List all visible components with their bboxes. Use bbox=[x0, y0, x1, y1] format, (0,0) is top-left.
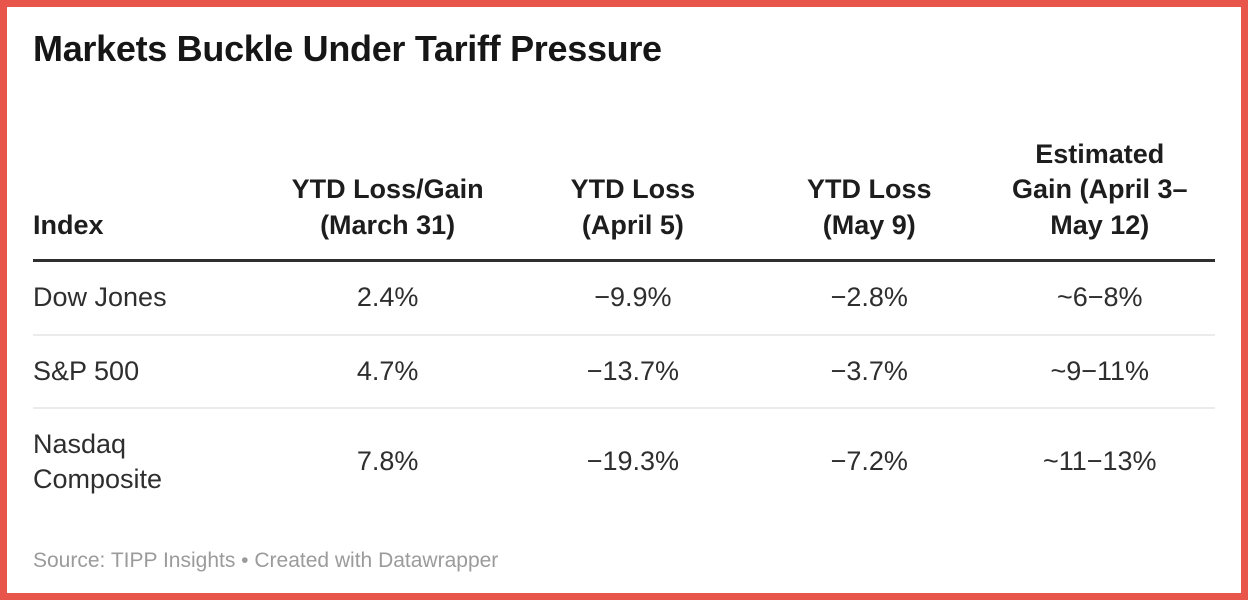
cell-ytd-march-31: 4.7% bbox=[263, 334, 512, 409]
table-row-dow-jones: Dow Jones 2.4% −9.9% −2.8% ~6−8% bbox=[33, 260, 1215, 336]
cell-estimated-gain: ~6−8% bbox=[984, 260, 1215, 336]
cell-ytd-may-9: −7.2% bbox=[830, 446, 908, 477]
cell-estimated-gain: ~11−13% bbox=[1042, 446, 1157, 477]
table-row-sp-500: S&P 500 4.7% −13.7% −3.7% ~9−11% bbox=[33, 334, 1215, 409]
cell-ytd-april-5: −19.3% bbox=[586, 446, 680, 477]
chart-inner: Markets Buckle Under Tariff Pressure Ind… bbox=[7, 7, 1241, 593]
data-table: Index YTD Loss/Gain (March 31) YTD Loss … bbox=[33, 136, 1215, 515]
column-header-ytd-march-31: YTD Loss/Gain (March 31) bbox=[263, 136, 512, 263]
header-row: Index YTD Loss/Gain (March 31) YTD Loss … bbox=[33, 136, 1215, 263]
chart-title: Markets Buckle Under Tariff Pressure bbox=[33, 28, 662, 69]
cell-ytd-april-5: −9.9% bbox=[511, 260, 754, 336]
cell-ytd-may-9: −3.7% bbox=[754, 334, 985, 409]
column-header-ytd-may-9: YTD Loss (May 9) bbox=[754, 136, 985, 263]
cell-ytd-may-9: −2.8% bbox=[754, 260, 985, 336]
column-header-index: Index bbox=[33, 136, 264, 263]
column-header-ytd-april-5: YTD Loss (April 5) bbox=[511, 136, 754, 263]
cell-index-name: Dow Jones bbox=[33, 260, 264, 336]
cell-ytd-march-31: 2.4% bbox=[263, 260, 512, 336]
cell-index-name: Nasdaq Composite bbox=[33, 428, 163, 494]
cell-ytd-april-5: −13.7% bbox=[511, 334, 754, 409]
cell-ytd-march-31: 7.8% bbox=[356, 446, 419, 477]
source-line: Source: TIPP Insights • Created with Dat… bbox=[33, 548, 499, 572]
column-header-estimated-gain: Estimated Gain (April 3– May 12) bbox=[984, 136, 1215, 263]
cell-index-name: S&P 500 bbox=[33, 334, 264, 409]
table-row-nasdaq-composite: Nasdaq Composite 7.8% −19.3% −7.2% ~11−1… bbox=[33, 408, 1215, 515]
cell-estimated-gain: ~9−11% bbox=[984, 334, 1215, 409]
